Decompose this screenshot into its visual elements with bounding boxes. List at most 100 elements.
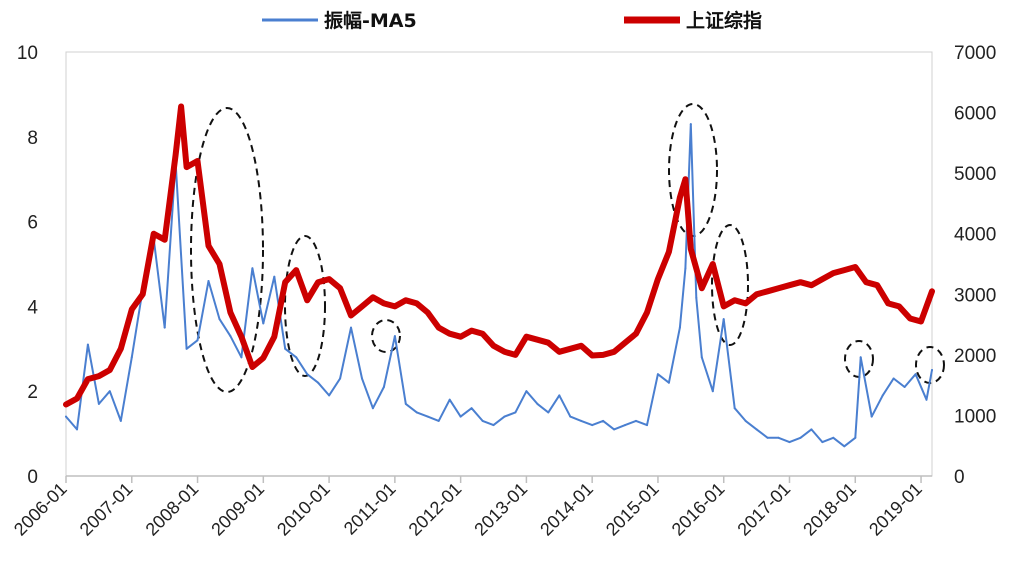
series-point-1-57 [678, 195, 682, 199]
series-point-0-78 [892, 377, 895, 380]
series-point-1-37 [459, 335, 463, 339]
x-tick-label-12: 2018-01 [799, 479, 860, 540]
series-point-0-82 [931, 369, 933, 371]
series-point-1-49 [590, 354, 594, 357]
y-left-tick-label-2: 4 [27, 297, 38, 318]
series-point-1-75 [864, 280, 868, 284]
series-point-1-8 [152, 232, 156, 236]
y-left-tick-label-4: 8 [27, 128, 38, 149]
series-point-1-76 [875, 283, 879, 287]
series-point-1-1 [75, 397, 79, 400]
series-point-1-52 [623, 341, 627, 345]
series-point-1-31 [393, 304, 397, 308]
y-left-tick-label-5: 10 [17, 43, 38, 64]
series-point-1-65 [755, 292, 759, 296]
series-point-1-28 [360, 304, 364, 308]
series-point-0-56 [678, 326, 681, 329]
series-point-0-31 [404, 402, 407, 405]
series-point-0-1 [76, 428, 78, 431]
series-point-1-34 [426, 311, 430, 314]
series-point-1-15 [218, 262, 221, 266]
series-point-1-68 [788, 283, 791, 287]
series-point-0-17 [251, 267, 254, 270]
series-point-1-10 [174, 153, 178, 157]
series-point-0-11 [185, 347, 188, 350]
series-point-0-64 [744, 419, 747, 422]
series-point-1-74 [853, 265, 857, 269]
series-point-0-30 [393, 335, 396, 338]
series-point-0-26 [350, 326, 352, 329]
series-point-0-35 [448, 398, 451, 401]
x-tick-label-1: 2007-01 [76, 479, 137, 540]
series-point-0-36 [459, 415, 462, 418]
x-tick-label-3: 2009-01 [207, 479, 268, 540]
series-point-0-51 [624, 424, 627, 427]
series-point-0-66 [766, 436, 769, 439]
series-point-1-48 [579, 344, 583, 348]
series-point-1-35 [437, 326, 441, 330]
series-point-1-53 [634, 332, 638, 336]
x-tick-label-13: 2019-01 [865, 479, 926, 540]
series-point-0-53 [646, 424, 648, 427]
series-point-0-54 [656, 373, 659, 376]
series-point-1-44 [535, 338, 539, 342]
series-point-0-33 [426, 415, 429, 418]
series-point-1-42 [513, 353, 517, 357]
series-point-0-74 [854, 436, 857, 439]
series-point-1-22 [294, 268, 298, 272]
series-point-0-23 [317, 381, 320, 384]
series-point-0-4 [108, 390, 111, 393]
annotation-ellipse-2009 [284, 235, 326, 377]
series-point-1-4 [108, 368, 112, 372]
series-point-1-54 [645, 311, 649, 314]
series-point-0-68 [788, 441, 791, 444]
x-tick-label-5: 2011-01 [340, 479, 400, 539]
series-point-1-29 [371, 295, 375, 299]
series-point-0-79 [903, 386, 906, 388]
y-right-tick-label-3: 3000 [954, 285, 996, 306]
series-point-1-14 [207, 244, 210, 248]
axes-layer: 2006-01 2007-01 2008-01 2009-01 2010-01 2011-… [10, 43, 996, 540]
x-tick-label-0: 2006-01 [10, 479, 71, 540]
legend-label-amplitude: 振幅-MA5 [324, 9, 417, 32]
series-point-0-38 [481, 419, 484, 422]
series-point-1-60 [700, 286, 704, 290]
series-point-1-18 [250, 365, 254, 369]
legend-label-index: 上证综指 [686, 9, 762, 32]
series-point-1-11 [179, 105, 183, 108]
series-point-0-46 [569, 415, 572, 418]
series-point-0-71 [821, 441, 824, 444]
series-point-0-65 [755, 428, 758, 431]
series-point-0-73 [843, 445, 846, 448]
series-point-0-59 [695, 296, 698, 299]
series-point-1-64 [744, 301, 748, 305]
series-point-0-29 [382, 386, 385, 388]
series-point-0-13 [207, 280, 210, 282]
series-point-0-61 [711, 390, 714, 393]
annotation-ellipse-2016 [711, 224, 749, 346]
series-point-1-6 [130, 307, 134, 311]
y-right-tick-label-1: 1000 [954, 406, 996, 427]
series-point-0-15 [229, 335, 232, 338]
series-point-0-75 [859, 356, 862, 359]
series-point-1-17 [239, 335, 243, 339]
series-point-1-55 [656, 277, 660, 281]
series-point-1-78 [897, 304, 901, 308]
x-tick-label-6: 2012-01 [405, 479, 466, 540]
series-point-0-16 [240, 356, 243, 359]
series-point-0-45 [558, 394, 561, 397]
series-point-0-14 [218, 318, 221, 321]
series-layer [63, 103, 935, 448]
series-point-0-49 [602, 419, 605, 422]
x-tick-label-11: 2017-01 [733, 479, 794, 540]
series-point-0-27 [361, 377, 363, 380]
series-point-1-26 [338, 286, 342, 290]
y-right-tick-label-7: 7000 [954, 43, 996, 64]
series-point-1-69 [799, 280, 802, 284]
series-point-1-61 [711, 262, 715, 266]
legend: 振幅-MA5 上证综指 [262, 9, 762, 32]
y-right-tick-label-6: 6000 [954, 104, 996, 125]
series-point-0-52 [635, 419, 637, 422]
series-point-1-9 [163, 238, 167, 242]
